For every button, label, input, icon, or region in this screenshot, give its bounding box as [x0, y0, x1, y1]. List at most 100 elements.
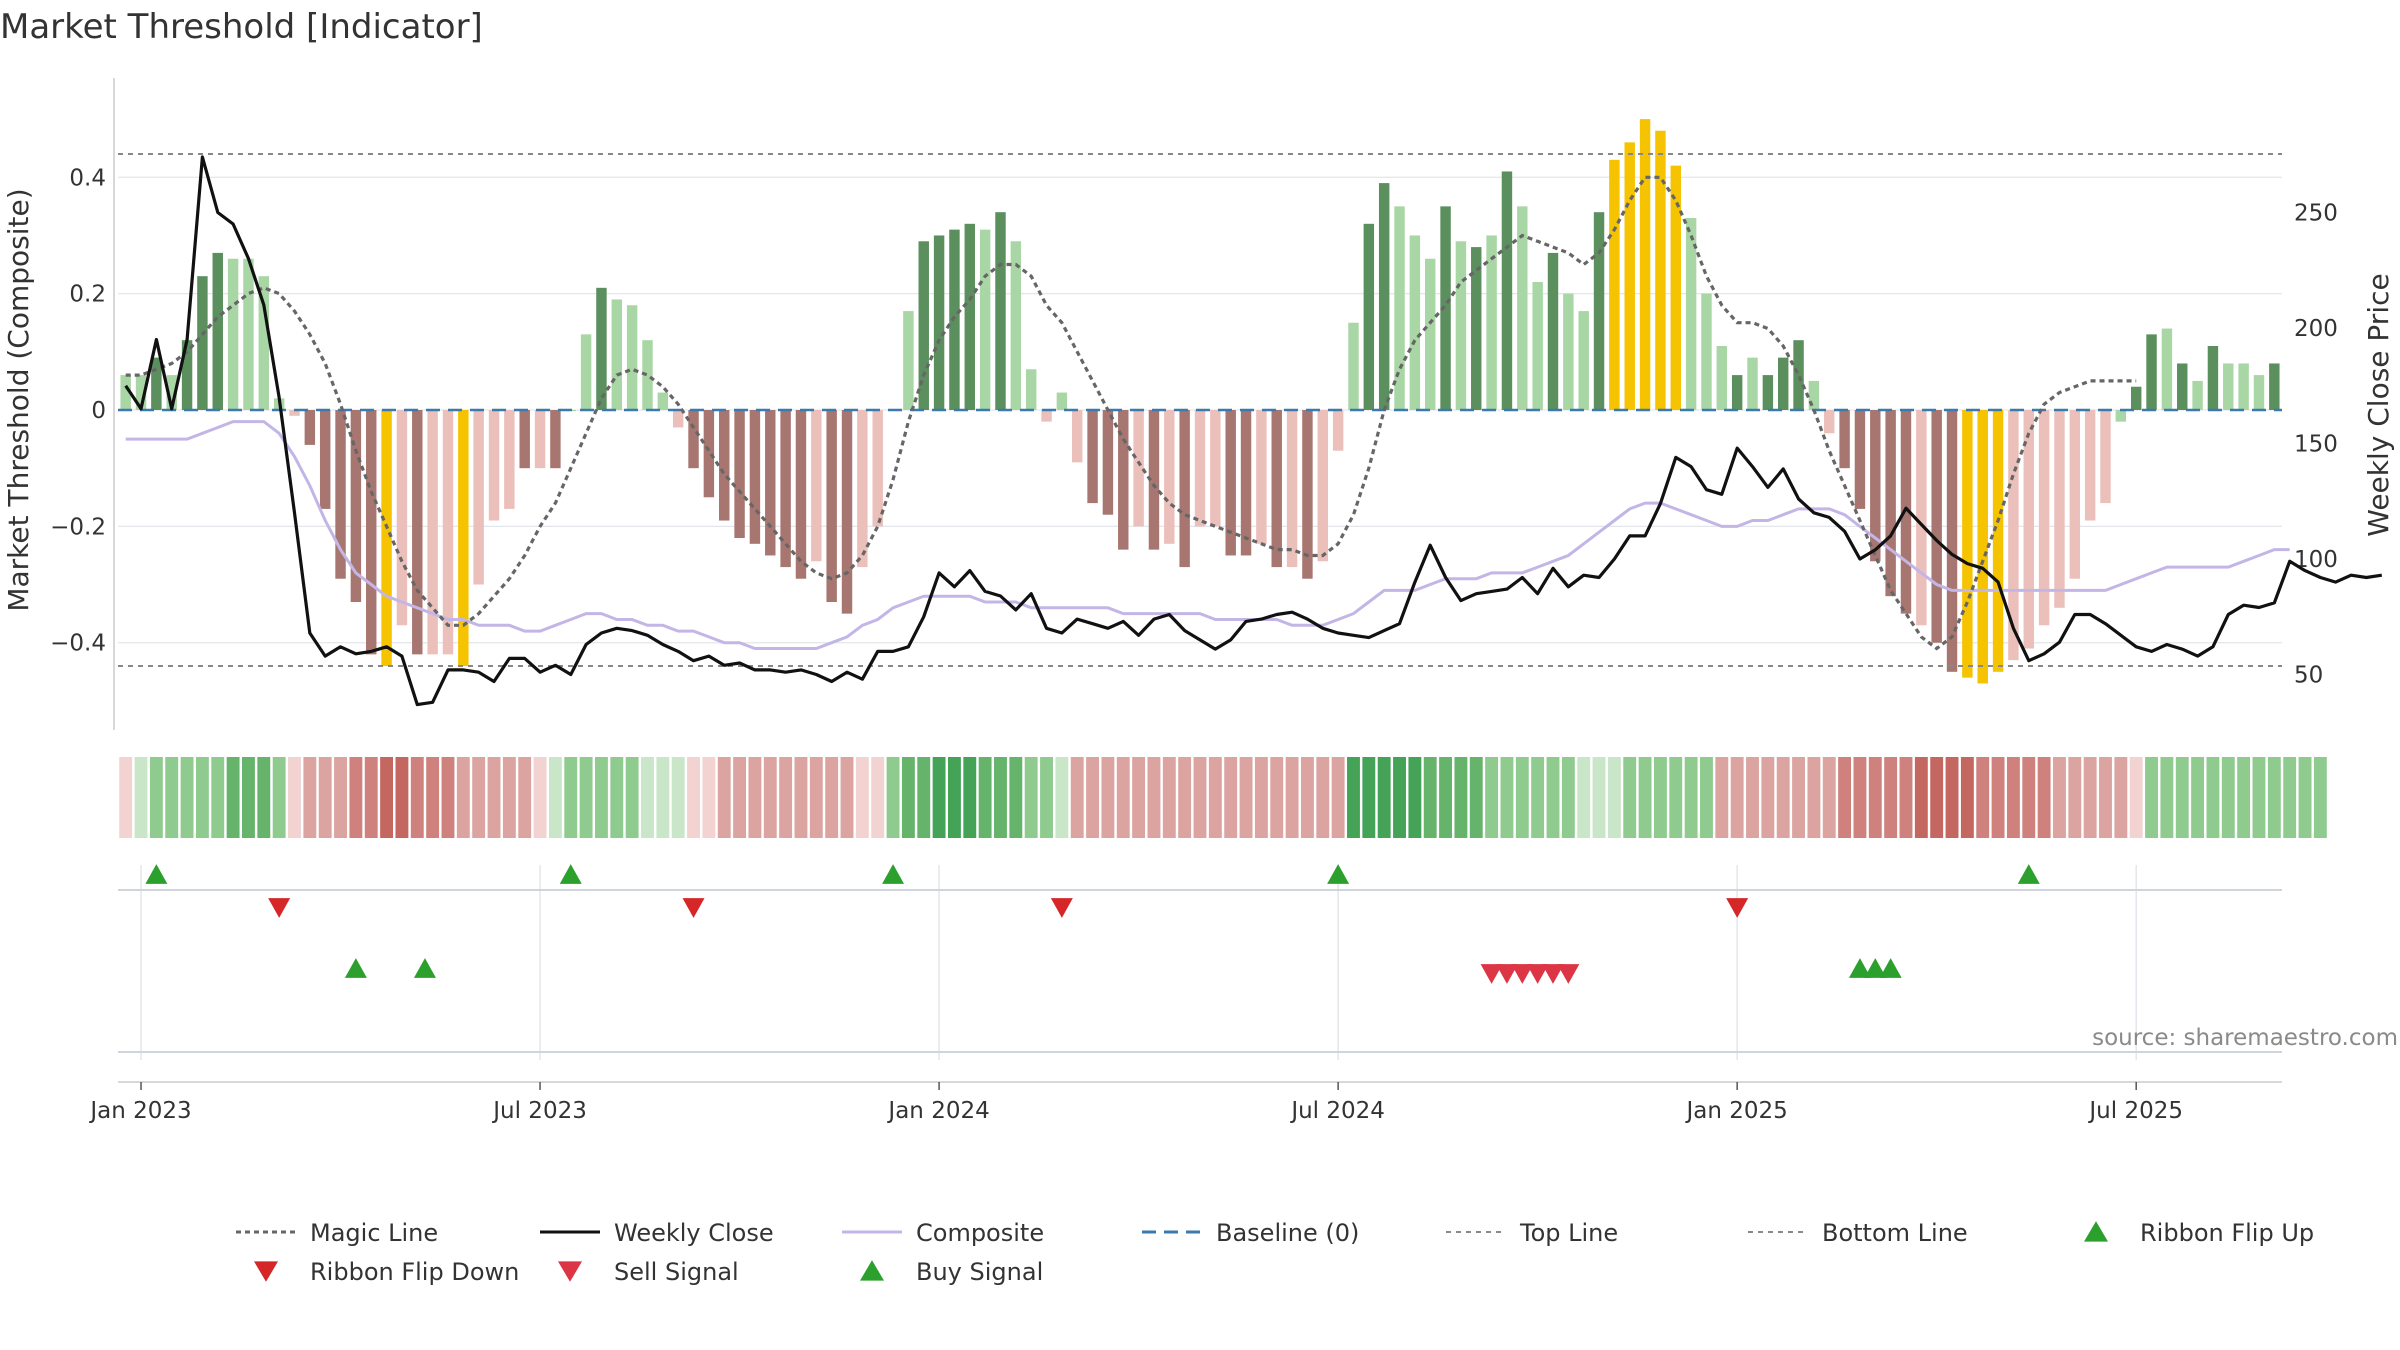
legend-item-baseline: Baseline (0) — [1142, 1219, 1359, 1247]
ribbon-cell — [625, 757, 639, 838]
ribbon-cell — [242, 757, 255, 838]
ribbon-cell — [1485, 757, 1499, 838]
composite-bar — [2038, 410, 2050, 626]
legend-label: Top Line — [1519, 1219, 1618, 1247]
composite-bar — [151, 357, 162, 410]
ribbon-cell — [1730, 757, 1744, 838]
composite-bar — [1056, 392, 1068, 410]
ribbon-cell — [1285, 757, 1299, 838]
composite-bar — [841, 410, 853, 614]
ribbon-cell — [1254, 757, 1268, 838]
composite-bar — [811, 410, 822, 562]
composite-bar — [519, 410, 530, 469]
composite-bar — [1762, 375, 1774, 410]
buy-signal-marker — [1848, 958, 1871, 978]
ribbon-cell — [1270, 757, 1284, 838]
ribbon-cell — [702, 757, 716, 838]
composite-bar — [933, 235, 945, 410]
ribbon-cell — [410, 757, 424, 838]
composite-bar — [719, 410, 730, 521]
legend-label: Buy Signal — [916, 1258, 1043, 1286]
ribbon-cell — [2068, 757, 2082, 838]
composite-bar — [918, 241, 929, 410]
weekly-close-line — [124, 155, 2383, 707]
composite-bar — [1701, 293, 1712, 410]
composite-bar — [749, 410, 761, 544]
composite-bar — [949, 229, 960, 410]
ribbon-cell — [1408, 757, 1422, 838]
composite-bar — [1900, 410, 1912, 614]
legend-item-sell: Sell Signal — [558, 1258, 739, 1286]
composite-bar — [1885, 410, 1896, 597]
ribbon-cell — [1147, 757, 1161, 838]
ribbon-cell — [119, 757, 133, 838]
composite-bar — [611, 299, 623, 410]
composite-bar — [1164, 410, 1175, 544]
x-tick-label: Jul 2023 — [491, 1098, 587, 1124]
composite-bar — [2207, 346, 2219, 410]
ribbon-cell — [2283, 757, 2297, 838]
legend-swatch — [558, 1261, 582, 1282]
composite-bar — [181, 340, 193, 410]
ribbon-cell — [1162, 757, 1176, 838]
ribbon-cell — [1653, 757, 1667, 838]
ribbon-cell — [1884, 757, 1898, 838]
ribbon-cell — [134, 757, 148, 838]
composite-bar — [1041, 410, 1052, 422]
composite-bar — [2069, 410, 2081, 579]
legend-label: Baseline (0) — [1216, 1219, 1359, 1247]
ribbon-cell — [748, 757, 762, 838]
ribbon-cell — [1807, 757, 1821, 838]
ribbon-cell — [426, 757, 440, 838]
composite-bar — [1256, 410, 1267, 544]
composite-bar — [1025, 369, 1037, 410]
composite-bar — [903, 311, 914, 410]
ribbon-cell — [1316, 757, 1330, 838]
composite-bar — [1072, 410, 1083, 463]
composite-bar — [350, 410, 362, 602]
sell-signal-marker — [1511, 964, 1534, 984]
ribbon-cell — [1715, 757, 1729, 838]
ribbon-cell — [641, 757, 654, 838]
ribbon-cell — [1009, 757, 1023, 838]
ribbon-cell — [917, 757, 931, 838]
composite-bar — [1010, 241, 1022, 410]
y2-tick-label: 150 — [2294, 432, 2338, 458]
ribbon-cell — [2114, 757, 2128, 838]
composite-bar — [1609, 159, 1620, 410]
composite-bar — [304, 410, 316, 445]
buy-signal-marker — [1864, 958, 1887, 978]
buy-signal-marker — [1879, 958, 1902, 978]
composite-bar — [1378, 183, 1390, 410]
composite-bar — [765, 410, 776, 556]
composite-bar — [135, 375, 147, 410]
x-tick-label: Jan 2023 — [88, 1098, 191, 1124]
composite-bar — [1685, 218, 1697, 410]
composite-bar — [1118, 410, 1129, 550]
ribbon-cell — [901, 757, 915, 838]
ribbon-panel — [119, 757, 2327, 838]
ribbon-cell — [1746, 757, 1759, 838]
composite-bar — [1839, 410, 1850, 469]
ribbon-cell — [978, 757, 992, 838]
composite-bar — [2223, 363, 2234, 410]
legend-item-bottom: Bottom Line — [1748, 1219, 1968, 1247]
ribbon-cell — [2099, 757, 2112, 838]
y-tick-label: −0.4 — [50, 631, 106, 657]
composite-bar — [1087, 410, 1098, 504]
composite-bar — [473, 410, 484, 585]
ribbon-cell — [548, 757, 562, 838]
legend-item-flipup: Ribbon Flip Up — [2084, 1219, 2314, 1247]
ribbon-cell — [2129, 757, 2143, 838]
x-axis: Jan 2023 Jul 2023 Jan 2024 Jul 2024 Jan 2025… — [88, 1081, 2282, 1124]
ribbon-cell — [1607, 757, 1621, 838]
composite-bar — [2146, 334, 2157, 410]
composite-bar — [1302, 410, 1313, 579]
buy-signal-marker — [413, 958, 436, 978]
composite-bar — [212, 252, 223, 410]
buy-signal-marker — [344, 958, 367, 978]
composite-bar — [2238, 363, 2249, 410]
composite-bar — [1624, 142, 1635, 410]
ribbon-cell — [288, 757, 301, 838]
